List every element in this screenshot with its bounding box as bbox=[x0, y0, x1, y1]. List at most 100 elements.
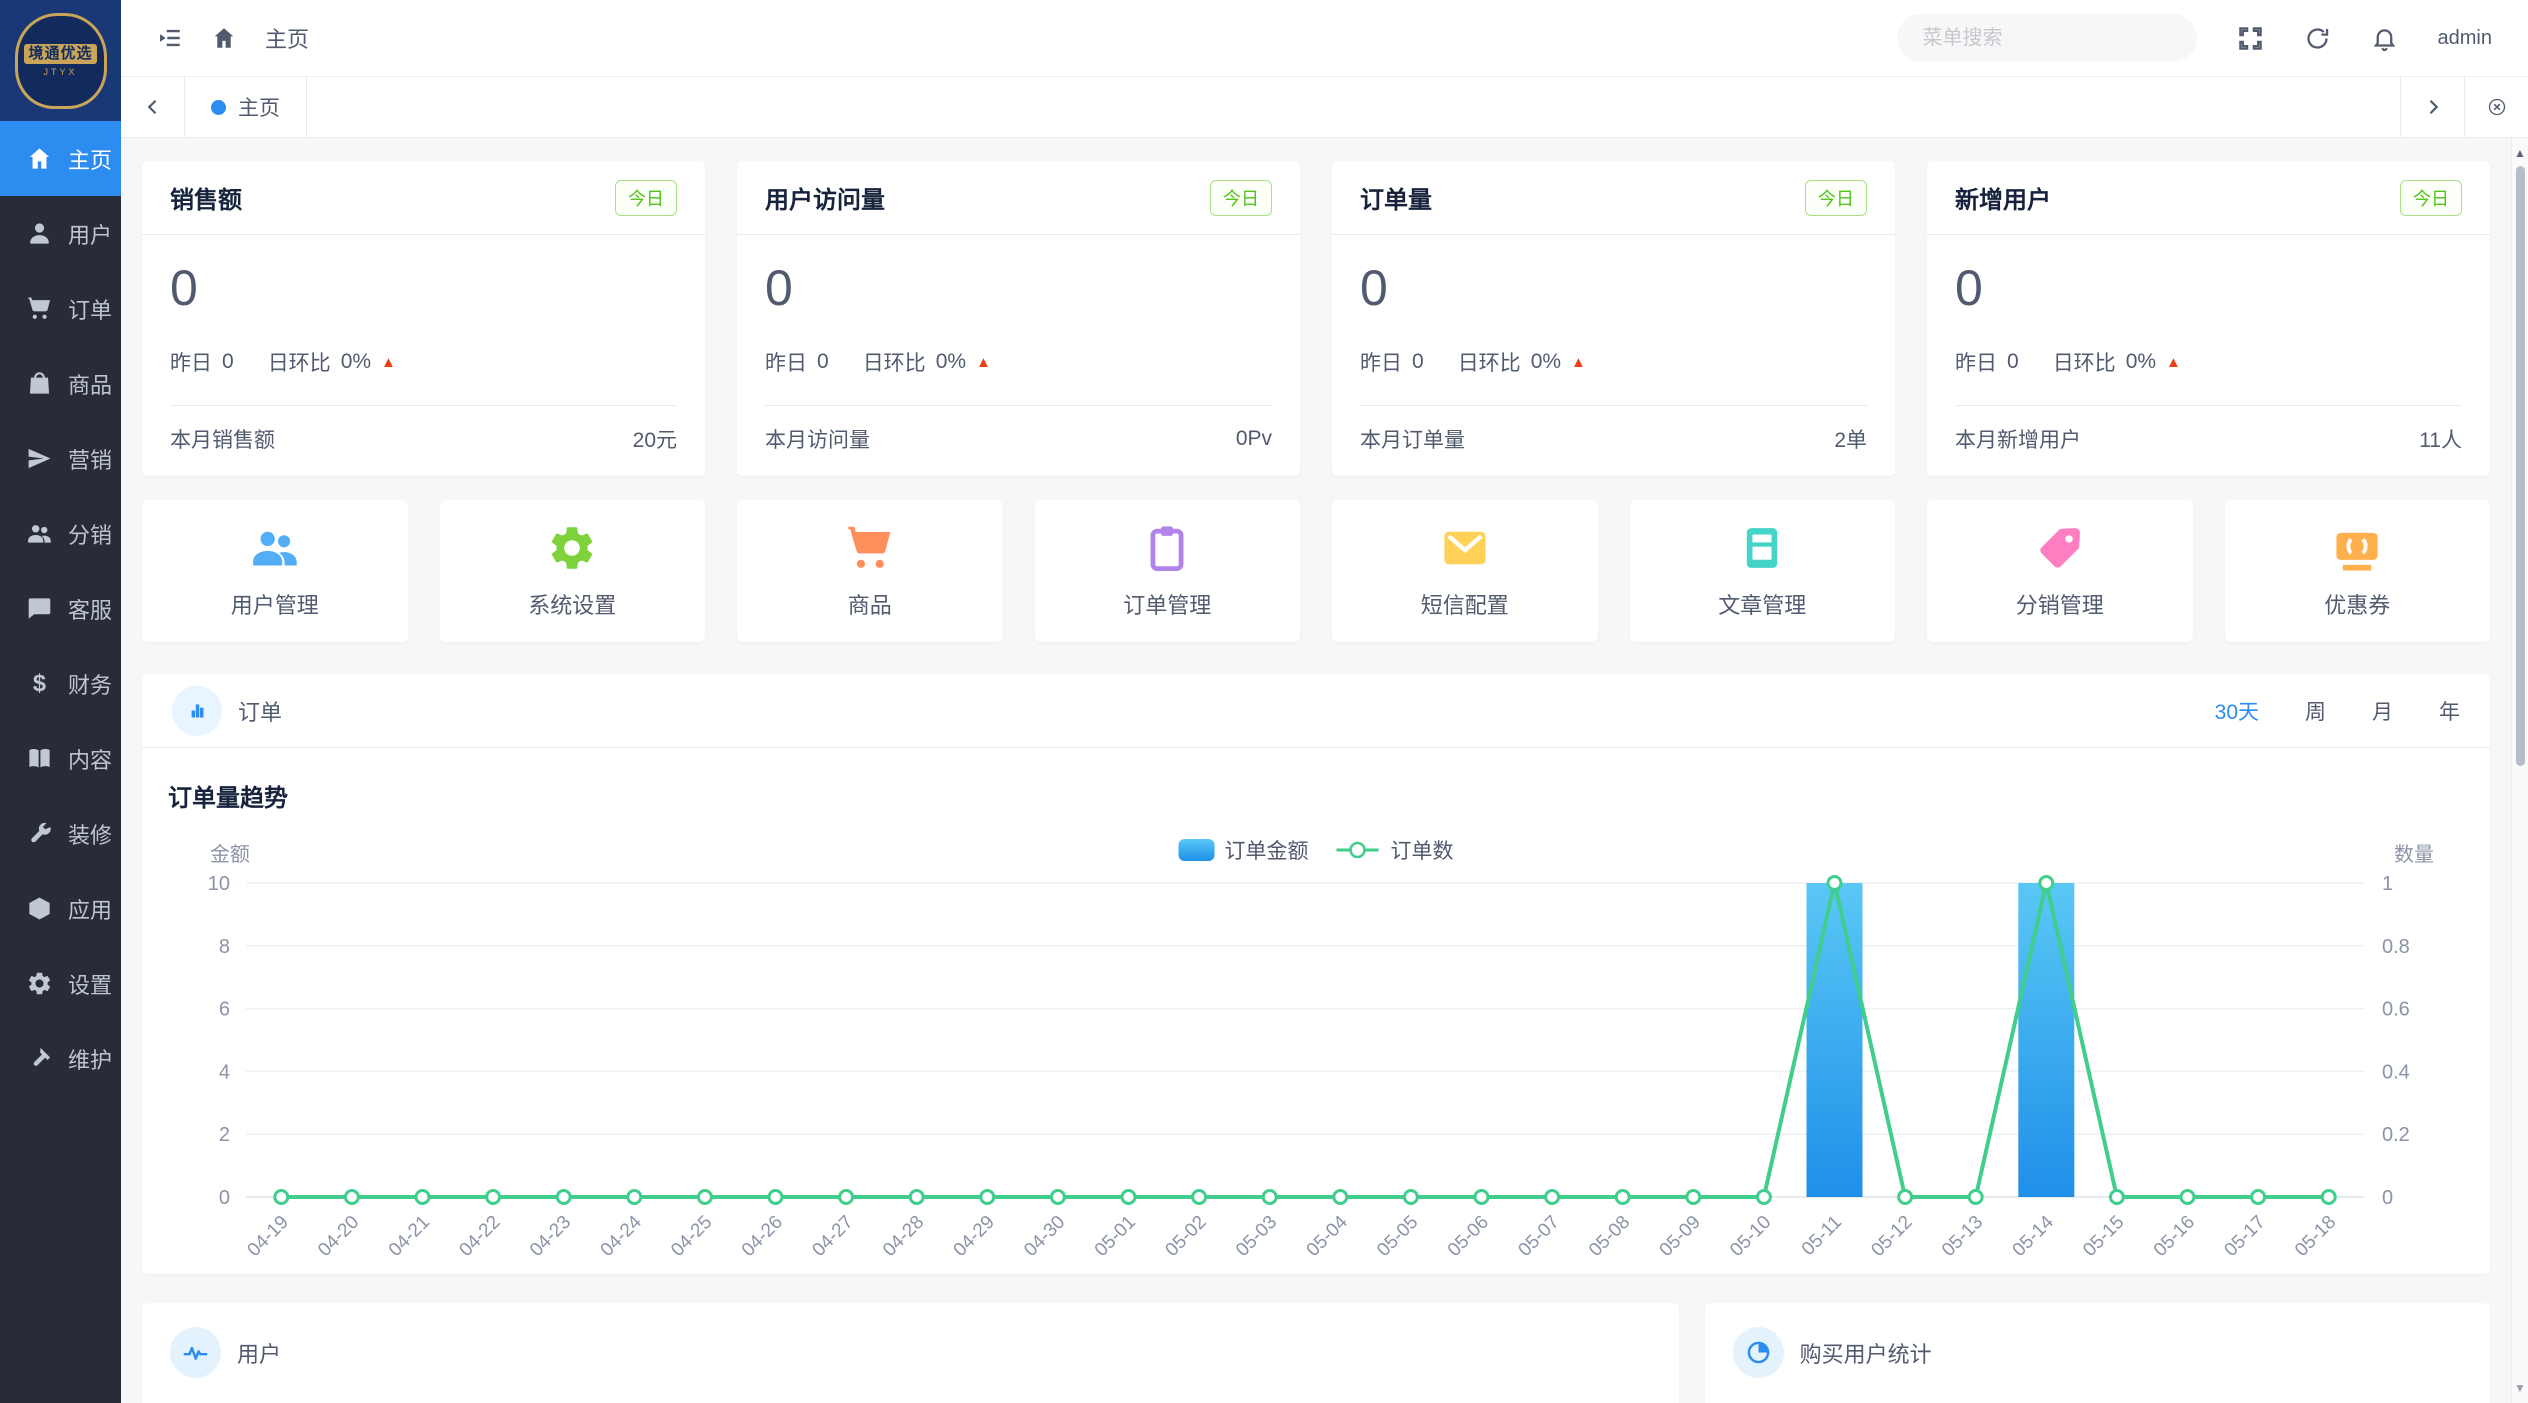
range-tab-月[interactable]: 月 bbox=[2372, 700, 2393, 724]
svg-text:05-11: 05-11 bbox=[1798, 1212, 1846, 1260]
line-point-05-15[interactable] bbox=[2108, 1189, 2125, 1205]
close-tabs-button[interactable] bbox=[2464, 77, 2528, 137]
line-point-04-29[interactable] bbox=[979, 1189, 996, 1205]
scrollbar-thumb[interactable] bbox=[2516, 166, 2525, 766]
shortcut-tag[interactable]: 分销管理 bbox=[1927, 500, 2193, 642]
line-point-04-24[interactable] bbox=[626, 1189, 643, 1205]
svg-text:0.2: 0.2 bbox=[2382, 1124, 2410, 1146]
line-point-04-20[interactable] bbox=[343, 1189, 360, 1205]
tabs-scroll-left-button[interactable] bbox=[121, 77, 185, 137]
sidebar-item-label: 客服 bbox=[68, 597, 113, 623]
sidebar-item-user[interactable]: 用户 bbox=[0, 196, 121, 271]
yesterday-value: 0 bbox=[222, 350, 234, 373]
line-point-05-16[interactable] bbox=[2179, 1189, 2196, 1205]
sidebar-item-cart[interactable]: 订单 bbox=[0, 271, 121, 346]
orders-trend-chart[interactable]: 0 2 4 6 8 10 0 0.2 0.4 0.6 0.8 1 04-19 04-20 04-21 04-2… bbox=[168, 869, 2464, 1284]
legend-order-amount[interactable]: 订单金额 bbox=[1178, 835, 1309, 865]
line-point-05-13[interactable] bbox=[1967, 1189, 1984, 1205]
line-point-04-21[interactable] bbox=[414, 1189, 431, 1205]
line-point-05-09[interactable] bbox=[1685, 1189, 1702, 1205]
svg-text:04-28: 04-28 bbox=[879, 1212, 928, 1261]
line-point-05-12[interactable] bbox=[1897, 1189, 1914, 1205]
tab-home[interactable]: 主页 bbox=[185, 77, 307, 137]
line-point-04-26[interactable] bbox=[767, 1189, 784, 1205]
sidebar-item-gear[interactable]: 设置 bbox=[0, 946, 121, 1021]
svg-text:05-13: 05-13 bbox=[1938, 1212, 1987, 1261]
shortcuts-row: 用户管理 系统设置 商品 订单管理 短信配置 文章管理 分销管理 优惠券 bbox=[142, 500, 2490, 642]
sidebar-item-send[interactable]: 营销 bbox=[0, 421, 121, 496]
sidebar-item-cube[interactable]: 应用 bbox=[0, 871, 121, 946]
fullscreen-icon[interactable] bbox=[2237, 25, 2264, 52]
line-point-05-02[interactable] bbox=[1191, 1189, 1208, 1205]
shortcut-label: 系统设置 bbox=[528, 593, 617, 618]
refresh-icon[interactable] bbox=[2304, 25, 2331, 52]
sidebar-item-book[interactable]: 内容 bbox=[0, 721, 121, 796]
stat-value: 0 bbox=[765, 260, 793, 316]
line-point-05-17[interactable] bbox=[2250, 1189, 2267, 1205]
sidebar-item-dollar[interactable]: $ 财务 bbox=[0, 646, 121, 721]
line-point-05-11[interactable] bbox=[1826, 875, 1843, 891]
svg-text:05-01: 05-01 bbox=[1091, 1212, 1140, 1261]
line-point-05-10[interactable] bbox=[1755, 1189, 1772, 1205]
scrollbar-up-arrow-icon[interactable]: ▲ bbox=[2514, 146, 2526, 160]
vertical-scrollbar[interactable]: ▲ ▼ bbox=[2511, 138, 2528, 1403]
line-point-05-05[interactable] bbox=[1402, 1189, 1419, 1205]
collapse-sidebar-icon[interactable] bbox=[157, 25, 183, 51]
scrollbar-down-arrow-icon[interactable]: ▼ bbox=[2514, 1381, 2526, 1395]
line-point-04-27[interactable] bbox=[838, 1189, 855, 1205]
sidebar-item-tools[interactable]: 装修 bbox=[0, 796, 121, 871]
user-icon bbox=[30, 223, 49, 244]
home-icon[interactable] bbox=[211, 25, 237, 51]
bag-icon bbox=[29, 372, 50, 394]
y-left-axis-name: 金额 bbox=[210, 843, 250, 866]
search-input[interactable] bbox=[1896, 14, 2197, 62]
line-point-05-18[interactable] bbox=[2320, 1189, 2337, 1205]
user-menu[interactable]: admin bbox=[2437, 26, 2492, 49]
sidebar-item-users[interactable]: 分销 bbox=[0, 496, 121, 571]
navbar-right: admin bbox=[1896, 14, 2492, 62]
notifications-bell-icon[interactable] bbox=[2371, 25, 2398, 52]
shortcut-cart[interactable]: 商品 bbox=[737, 500, 1003, 642]
svg-text:05-08: 05-08 bbox=[1585, 1212, 1634, 1261]
shortcut-coupon[interactable]: 优惠券 bbox=[2224, 500, 2490, 642]
article-icon bbox=[1747, 528, 1778, 568]
stat-card-title: 销售额 bbox=[170, 187, 242, 214]
legend-order-count[interactable]: 订单数 bbox=[1335, 835, 1454, 865]
line-point-05-06[interactable] bbox=[1473, 1189, 1490, 1205]
svg-text:05-02: 05-02 bbox=[1161, 1212, 1210, 1261]
sidebar-item-hammer[interactable]: 维护 bbox=[0, 1021, 121, 1096]
shortcut-clipboard[interactable]: 订单管理 bbox=[1034, 500, 1300, 642]
shortcut-article[interactable]: 文章管理 bbox=[1629, 500, 1895, 642]
line-point-04-22[interactable] bbox=[485, 1189, 502, 1205]
bar-05-11[interactable] bbox=[1806, 883, 1863, 1197]
svg-text:05-04: 05-04 bbox=[1303, 1211, 1353, 1261]
tabs-scroll-right-button[interactable] bbox=[2400, 77, 2464, 137]
stat-card-title: 订单量 bbox=[1360, 187, 1432, 214]
line-point-05-04[interactable] bbox=[1332, 1189, 1349, 1205]
line-point-05-08[interactable] bbox=[1614, 1189, 1631, 1205]
shortcut-users[interactable]: 用户管理 bbox=[142, 500, 408, 642]
line-point-05-14[interactable] bbox=[2038, 875, 2055, 891]
line-point-04-30[interactable] bbox=[1049, 1189, 1066, 1205]
svg-text:04-22: 04-22 bbox=[455, 1212, 504, 1261]
sidebar-item-home[interactable]: 主页 bbox=[0, 121, 121, 196]
svg-text:04-20: 04-20 bbox=[314, 1212, 363, 1261]
line-point-05-01[interactable] bbox=[1120, 1189, 1137, 1205]
range-tab-年[interactable]: 年 bbox=[2439, 700, 2460, 724]
line-point-04-28[interactable] bbox=[908, 1189, 925, 1205]
tab-label: 主页 bbox=[238, 97, 280, 120]
app-logo[interactable]: 境通优选 JTYX bbox=[0, 0, 121, 121]
line-point-05-07[interactable] bbox=[1544, 1189, 1561, 1205]
line-point-04-23[interactable] bbox=[555, 1189, 572, 1205]
line-point-04-19[interactable] bbox=[273, 1189, 290, 1205]
range-tab-周[interactable]: 周 bbox=[2305, 700, 2326, 724]
range-tab-30天[interactable]: 30天 bbox=[2214, 700, 2259, 724]
bar-05-14[interactable] bbox=[2018, 883, 2075, 1197]
shortcut-gear[interactable]: 系统设置 bbox=[439, 500, 705, 642]
sidebar-item-chat[interactable]: 客服 bbox=[0, 571, 121, 646]
shortcut-mail[interactable]: 短信配置 bbox=[1332, 500, 1598, 642]
breadcrumb[interactable]: 主页 bbox=[265, 27, 310, 52]
line-point-04-25[interactable] bbox=[696, 1189, 713, 1205]
line-point-05-03[interactable] bbox=[1261, 1189, 1278, 1205]
sidebar-item-bag[interactable]: 商品 bbox=[0, 346, 121, 421]
